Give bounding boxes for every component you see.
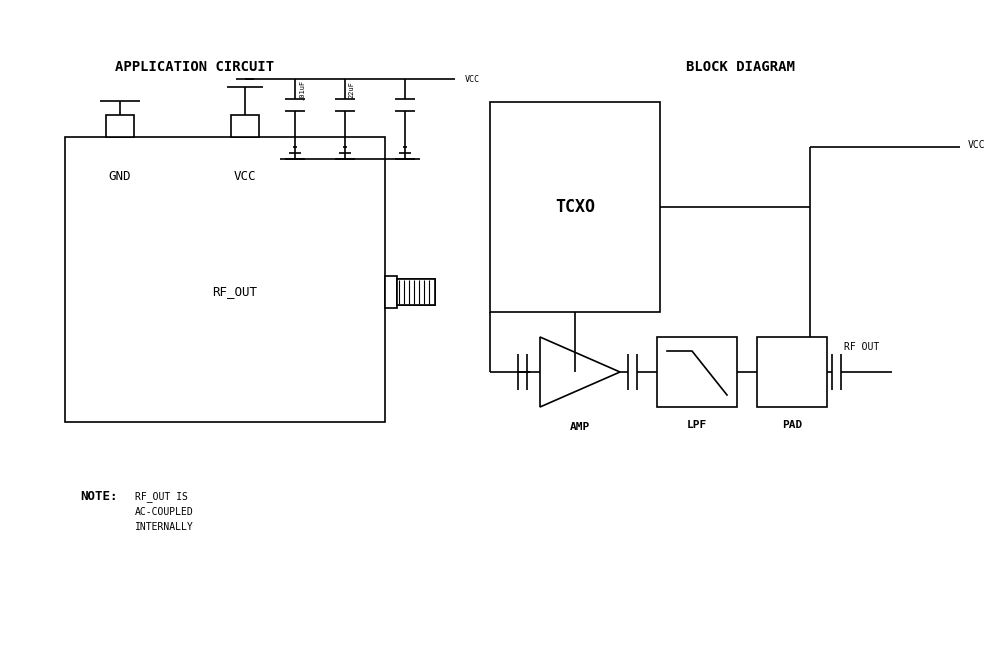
Text: PAD: PAD [782, 420, 802, 430]
Text: BLOCK DIAGRAM: BLOCK DIAGRAM [686, 60, 794, 74]
Text: NOTE:: NOTE: [80, 490, 118, 504]
Text: RF OUT: RF OUT [844, 342, 879, 352]
Text: VCC: VCC [465, 75, 480, 83]
Bar [397, 279, 435, 305]
Text: LPF: LPF [687, 420, 707, 430]
Text: VCC: VCC [968, 140, 986, 150]
Text: AMP: AMP [570, 422, 590, 432]
Text: APPLICATION CIRCUIT: APPLICATION CIRCUIT [115, 60, 275, 74]
Text: RF_OUT IS: RF_OUT IS [135, 492, 188, 502]
Bar [490, 102, 660, 312]
Bar [757, 337, 827, 407]
Text: GND: GND [109, 171, 131, 183]
Text: INTERNALLY: INTERNALLY [135, 522, 194, 532]
Text: .01uF: .01uF [298, 79, 304, 99]
Text: 22uF: 22uF [348, 81, 354, 97]
Bar [385, 276, 397, 308]
Polygon shape [540, 337, 620, 407]
Bar [397, 279, 435, 305]
Bar [65, 137, 385, 422]
Bar [231, 115, 259, 137]
Text: VCC: VCC [234, 171, 256, 183]
Bar [106, 115, 134, 137]
Bar [657, 337, 737, 407]
Text: TCXO: TCXO [555, 198, 595, 216]
Text: AC-COUPLED: AC-COUPLED [135, 507, 194, 517]
Text: RF_OUT: RF_OUT [212, 285, 258, 299]
